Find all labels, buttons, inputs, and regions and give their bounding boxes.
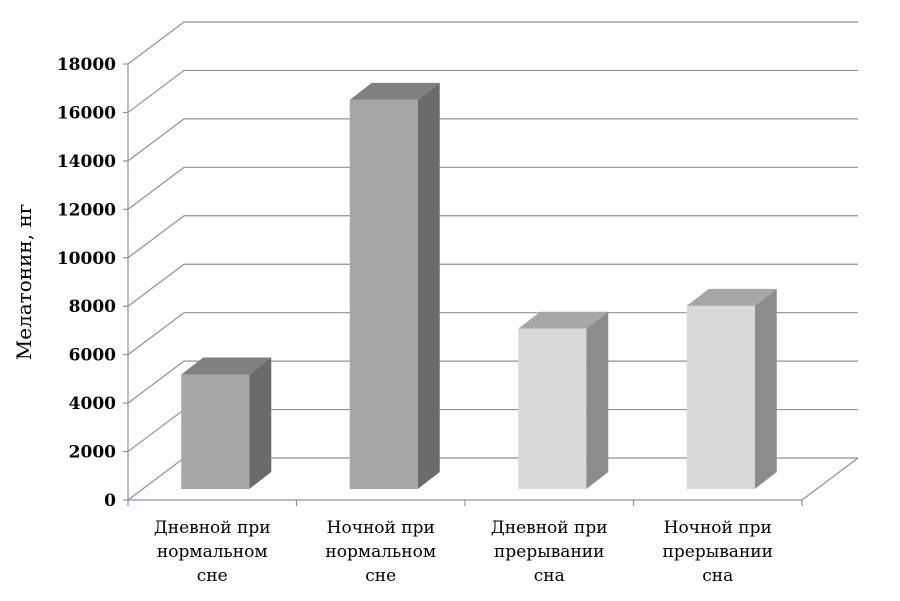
x-tick-label: Дневной при нормальном сне [154, 518, 271, 586]
y-tick-label: 16000 [57, 103, 116, 123]
x-tick-label: Дневной при прерывании сна [491, 518, 608, 586]
y-tick-label: 2000 [69, 443, 116, 463]
bar [181, 357, 272, 489]
x-tick-label-line: Дневной при [154, 518, 271, 538]
y-tick-label: 8000 [69, 297, 116, 317]
y-tick-label: 0 [104, 491, 116, 511]
bar-side [249, 357, 272, 489]
bar [349, 82, 440, 490]
bar-top [518, 311, 609, 329]
bar [686, 288, 777, 489]
bar-front [181, 374, 250, 489]
x-tick-label-line: нормальном [157, 542, 268, 562]
bar-side [586, 311, 609, 489]
gridline [127, 21, 858, 65]
floor-edge [801, 457, 859, 501]
gridline [127, 312, 858, 356]
x-tick-label: Ночной при нормальном сне [325, 518, 436, 586]
x-tick-label-line: прерывании [663, 542, 773, 562]
bar-front [518, 328, 587, 489]
x-tick-label-line: Ночной при [327, 518, 435, 538]
y-tick-label: 6000 [69, 346, 116, 366]
gridline [127, 263, 858, 307]
x-tick-label-line: сне [197, 566, 228, 586]
x-tick-label-line: нормальном [325, 542, 436, 562]
x-tick-label: Ночной при прерывании сна [663, 518, 773, 586]
bar-front [349, 99, 418, 490]
gridline [127, 118, 858, 162]
y-tick-label: 18000 [57, 55, 116, 75]
bar-front [686, 305, 755, 489]
x-tick-label-line: Дневной при [491, 518, 608, 538]
bar-top [349, 82, 440, 100]
x-tick-label-line: сна [534, 566, 565, 586]
bar-top [686, 288, 777, 306]
gridline [127, 360, 858, 404]
bar-side [754, 288, 777, 489]
y-tick-label: 4000 [69, 394, 116, 414]
bar-top [181, 357, 272, 375]
y-tick-label: 12000 [57, 200, 116, 220]
x-tick-label-line: прерывании [494, 542, 604, 562]
gridline [127, 166, 858, 210]
x-tick-label-line: сне [365, 566, 396, 586]
x-tick-label-line: сна [702, 566, 733, 586]
y-tick-label: 10000 [57, 249, 116, 269]
x-tick-label-line: Ночной при [664, 518, 772, 538]
y-axis-label: Мелатонин, нг [12, 204, 36, 361]
bar-side [417, 82, 440, 490]
y-tick-label: 14000 [57, 152, 116, 172]
bar [518, 311, 609, 489]
gridline [127, 215, 858, 259]
gridline [127, 69, 858, 113]
